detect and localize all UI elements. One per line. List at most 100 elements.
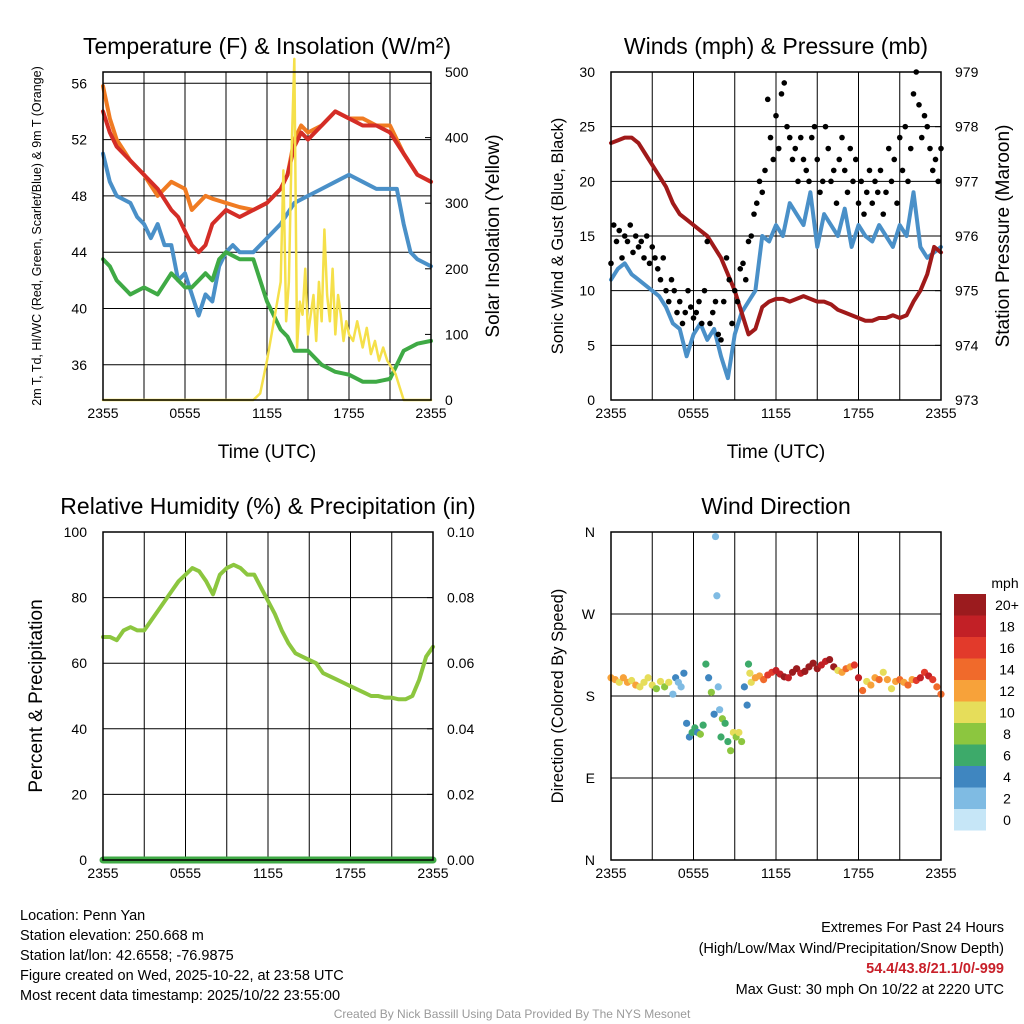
wind-direction-point bbox=[747, 678, 755, 686]
wind-direction-point bbox=[916, 674, 924, 682]
y-tick-label: 0 bbox=[79, 852, 87, 868]
gust-point bbox=[704, 238, 711, 245]
gust-point bbox=[753, 200, 760, 206]
gust-point bbox=[825, 145, 832, 152]
wind-direction-point bbox=[904, 681, 912, 689]
gust-point bbox=[916, 102, 922, 108]
gust-point bbox=[811, 123, 818, 130]
wind-direction-point bbox=[705, 674, 713, 682]
y2-tick-label: 0.06 bbox=[447, 655, 474, 671]
colorbar-tick-label: 8 bbox=[1003, 726, 1011, 742]
series-line-solar-insolation bbox=[101, 57, 433, 402]
wind-direction-point bbox=[809, 659, 817, 667]
gust-point bbox=[899, 167, 906, 174]
wind-direction-point bbox=[680, 669, 688, 677]
gust-point bbox=[759, 189, 766, 196]
extremes-values: 54.4/43.8/21.1/0/-999 bbox=[866, 961, 1004, 977]
gust-point bbox=[654, 266, 661, 272]
gust-point bbox=[822, 123, 829, 130]
wind-direction-point bbox=[710, 710, 718, 718]
wind-direction-point bbox=[746, 669, 754, 677]
gust-point bbox=[696, 298, 702, 305]
gust-point bbox=[929, 167, 936, 174]
gust-point bbox=[616, 227, 623, 234]
chart-title: Wind Direction bbox=[701, 493, 851, 519]
y2-tick-label: 973 bbox=[955, 392, 979, 408]
gust-point bbox=[720, 298, 727, 305]
wind-direction-point bbox=[724, 737, 732, 746]
gust-point bbox=[745, 238, 752, 245]
y2-tick-label: 0.10 bbox=[447, 524, 474, 540]
y-tick-label: 20 bbox=[579, 173, 595, 189]
wind-direction-point bbox=[933, 683, 941, 691]
gust-point bbox=[855, 200, 862, 206]
x-tick-label: 2355 bbox=[925, 865, 956, 881]
colorbar-label: mph bbox=[991, 575, 1018, 591]
y2-tick-label: 976 bbox=[955, 228, 979, 244]
gust-point bbox=[784, 123, 790, 130]
gust-point bbox=[863, 189, 870, 196]
wind-direction-point bbox=[887, 685, 896, 693]
gust-point bbox=[773, 112, 779, 119]
colorbar-tick-label: 14 bbox=[999, 662, 1015, 678]
gust-point bbox=[726, 276, 733, 283]
gust-point bbox=[718, 337, 724, 343]
wind-direction-point bbox=[652, 685, 660, 693]
figure-created: Figure created on Wed, 2025-10-22, at 23… bbox=[20, 968, 344, 984]
gust-point bbox=[663, 287, 669, 294]
gust-point bbox=[652, 255, 658, 261]
y-tick-label: 25 bbox=[579, 119, 595, 135]
wind-direction-point bbox=[727, 747, 735, 755]
y-tick-label: N bbox=[585, 524, 595, 540]
gust-point bbox=[729, 320, 735, 327]
station-elevation: Station elevation: 250.668 m bbox=[20, 928, 204, 944]
wind-direction-point bbox=[702, 660, 710, 668]
y-tick-label: E bbox=[586, 770, 595, 786]
gust-point bbox=[847, 145, 854, 152]
wind-direction-point bbox=[744, 660, 753, 668]
gust-point bbox=[910, 91, 917, 97]
y2-tick-label: 0.00 bbox=[447, 852, 474, 868]
y-tick-label: 30 bbox=[579, 64, 595, 80]
gust-point bbox=[674, 309, 680, 316]
gust-point bbox=[817, 189, 823, 196]
wind-direction-point bbox=[735, 728, 743, 737]
y-tick-label: S bbox=[586, 688, 595, 704]
gust-point bbox=[679, 320, 686, 327]
gust-point bbox=[748, 233, 755, 239]
gust-point bbox=[797, 134, 804, 141]
wind-direction-point bbox=[716, 706, 724, 714]
credit-line: Created By Nick Bassill Using Data Provi… bbox=[333, 1007, 691, 1021]
wind-direction-point bbox=[801, 667, 809, 676]
wind-direction-point bbox=[713, 592, 721, 600]
series-line-td bbox=[101, 250, 433, 384]
gust-point bbox=[764, 96, 771, 103]
gust-point bbox=[775, 145, 782, 152]
gust-point bbox=[693, 309, 700, 316]
x-tick-label: 1755 bbox=[843, 405, 874, 421]
x-axis-label: Time (UTC) bbox=[218, 442, 317, 463]
x-tick-label: 0555 bbox=[678, 405, 709, 421]
gust-point bbox=[610, 222, 617, 228]
colorbar-swatch bbox=[954, 658, 986, 680]
gust-point bbox=[665, 298, 672, 305]
y2-tick-label: 500 bbox=[445, 64, 469, 80]
gust-point bbox=[701, 287, 708, 294]
colorbar-tick-label: 2 bbox=[1003, 791, 1011, 807]
wind-direction-point bbox=[929, 676, 937, 684]
gust-point bbox=[643, 233, 650, 239]
gust-point bbox=[874, 189, 881, 196]
y-axis-label: Sonic Wind & Gust (Blue, Black) bbox=[549, 118, 567, 355]
y-tick-label: 100 bbox=[64, 524, 88, 540]
plot-frame bbox=[610, 71, 942, 401]
x-tick-label: 2355 bbox=[417, 865, 448, 881]
wind-direction-point bbox=[717, 733, 725, 741]
station-info: Location: Penn Yan Station elevation: 25… bbox=[20, 906, 344, 1006]
y2-tick-label: 400 bbox=[445, 130, 469, 146]
y2-tick-label: 0.08 bbox=[447, 590, 474, 606]
series-line-relative-humidity bbox=[101, 562, 435, 702]
wind-direction-point bbox=[615, 678, 623, 686]
gust-point bbox=[935, 178, 942, 185]
x-tick-label: 2355 bbox=[595, 865, 626, 881]
